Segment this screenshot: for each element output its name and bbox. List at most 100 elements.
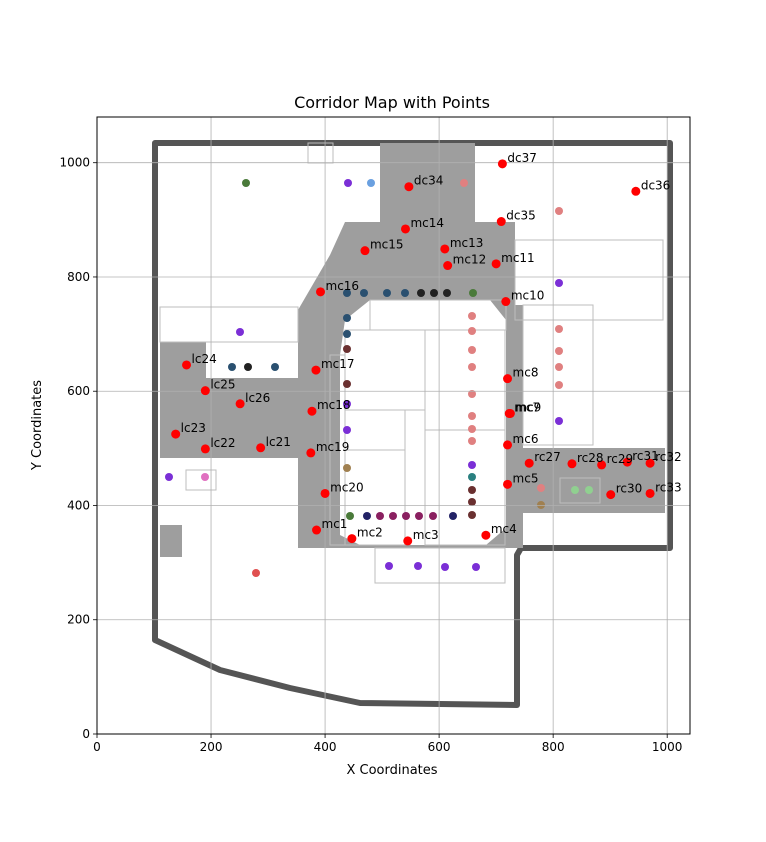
point-label-lc26: lc26 <box>245 391 270 405</box>
room-markers <box>165 179 593 577</box>
point-label-rc27: rc27 <box>534 450 561 464</box>
data-point-lc24 <box>182 360 192 370</box>
y-tick-label: 0 <box>82 727 90 741</box>
point-label-lc22: lc22 <box>210 436 235 450</box>
x-axis-label: X Coordinates <box>346 763 437 778</box>
point-label-rc30: rc30 <box>616 482 643 496</box>
point-label-rc32: rc32 <box>655 450 682 464</box>
data-point-mc20 <box>320 488 330 498</box>
data-point-mc2 <box>347 534 357 544</box>
data-point-mc16 <box>316 287 326 297</box>
x-tick-label: 0 <box>93 740 101 754</box>
point-label-mc19: mc19 <box>316 440 350 454</box>
y-tick-label: 600 <box>67 384 90 398</box>
y-tick-label: 800 <box>67 270 90 284</box>
point-label-mc7: mc7 <box>514 401 540 415</box>
point-label-mc17: mc17 <box>321 357 355 371</box>
data-points <box>171 159 655 546</box>
data-point-lc25 <box>200 386 210 396</box>
point-label-rc31: rc31 <box>632 449 659 463</box>
chart-title: Corridor Map with Points <box>294 93 490 112</box>
y-tick-label: 1000 <box>59 156 90 170</box>
data-point-mc8 <box>503 374 513 384</box>
point-label-dc36: dc36 <box>641 178 670 192</box>
data-point-rc33 <box>645 488 655 498</box>
point-label-mc3: mc3 <box>413 528 439 542</box>
point-label-lc21: lc21 <box>266 435 291 449</box>
y-axis-label: Y Coordinates <box>30 380 45 471</box>
point-label-mc14: mc14 <box>410 216 444 230</box>
data-point-rc31 <box>622 457 632 467</box>
point-label-dc35: dc35 <box>506 209 535 223</box>
data-point-mc6 <box>503 440 513 450</box>
point-label-mc9: mc9 <box>515 401 541 415</box>
data-point-mc17 <box>311 365 321 375</box>
plot-border <box>96 116 691 735</box>
data-point-mc5 <box>503 479 513 489</box>
data-point-lc22 <box>200 444 210 454</box>
point-label-mc13: mc13 <box>450 236 484 250</box>
point-label-mc6: mc6 <box>513 432 539 446</box>
data-point-mc10 <box>501 297 511 307</box>
point-label-mc8: mc8 <box>513 366 539 380</box>
y-tick-label: 200 <box>67 613 90 627</box>
point-label-mc4: mc4 <box>491 522 517 536</box>
point-label-mc1: mc1 <box>322 517 348 531</box>
left-corridor-bottom <box>160 525 182 557</box>
data-point-mc19 <box>306 448 316 458</box>
data-point-rc28 <box>567 459 577 469</box>
outer-wall <box>152 140 673 708</box>
data-point-mc11 <box>491 259 501 269</box>
x-tick-label: 800 <box>542 740 565 754</box>
data-point-rc29 <box>597 460 607 470</box>
data-point-rc32 <box>645 458 655 468</box>
data-point-rc30 <box>606 490 616 500</box>
x-tick-label: 1000 <box>652 740 683 754</box>
y-tick-label: 400 <box>67 498 90 512</box>
point-label-lc25: lc25 <box>210 378 235 392</box>
y-axis-ticks: 0 200 400 600 800 1000 <box>59 156 97 741</box>
point-label-mc12: mc12 <box>453 253 487 267</box>
floor-plan-background <box>152 140 673 708</box>
data-point-rc27 <box>524 458 534 468</box>
data-point-mc9 <box>505 409 515 419</box>
point-label-lc23: lc23 <box>181 421 206 435</box>
data-point-dc37 <box>497 159 507 169</box>
data-point-mc4 <box>481 530 491 540</box>
x-tick-label: 200 <box>200 740 223 754</box>
room-outlines <box>159 142 664 584</box>
point-label-rc28: rc28 <box>577 451 604 465</box>
point-label-dc37: dc37 <box>507 151 536 165</box>
right-corridor <box>523 448 665 513</box>
data-point-mc3 <box>403 536 413 546</box>
data-point-dc34 <box>404 182 414 192</box>
data-point-mc13 <box>440 244 450 254</box>
point-label-mc16: mc16 <box>326 279 360 293</box>
data-point-lc21 <box>256 443 266 453</box>
data-point-mc18 <box>307 406 317 416</box>
data-point-mc15 <box>360 246 370 256</box>
corridor-ring <box>298 143 523 548</box>
point-label-mc10: mc10 <box>511 289 545 303</box>
x-tick-label: 400 <box>314 740 337 754</box>
point-label-dc34: dc34 <box>414 174 443 188</box>
x-tick-label: 600 <box>428 740 451 754</box>
data-point-lc26 <box>235 399 245 409</box>
point-label-mc2: mc2 <box>357 526 383 540</box>
data-point-mc12 <box>443 261 453 271</box>
point-label-lc24: lc24 <box>192 352 217 366</box>
point-label-mc5: mc5 <box>513 471 539 485</box>
x-axis-ticks: 0 200 400 600 800 1000 <box>93 734 682 754</box>
point-label-mc15: mc15 <box>370 238 404 252</box>
data-point-mc14 <box>400 224 410 234</box>
data-point-dc36 <box>631 186 641 196</box>
data-point-lc23 <box>171 429 181 439</box>
point-label-rc33: rc33 <box>655 480 682 494</box>
data-point-mc1 <box>312 525 322 535</box>
point-label-mc20: mc20 <box>330 480 364 494</box>
point-label-mc11: mc11 <box>501 251 535 265</box>
data-point-dc35 <box>496 217 506 227</box>
